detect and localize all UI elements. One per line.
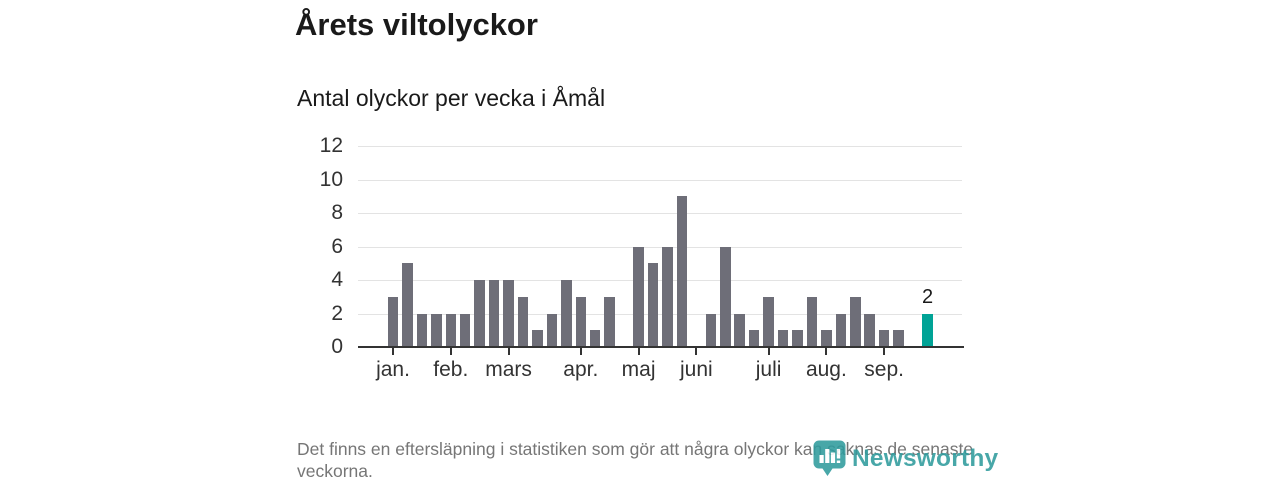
bar-week-20 — [662, 246, 673, 347]
bar-week-16 — [604, 296, 615, 347]
y-tick-label-0: 0 — [331, 335, 343, 358]
bar-week-28 — [777, 330, 789, 347]
x-tick-label-mars: mars — [485, 358, 532, 381]
newsworthy-logo: Newsworthy — [813, 440, 998, 477]
y-tick-label-6: 6 — [331, 234, 343, 258]
x-tick-label-jan: jan. — [376, 358, 410, 381]
bar-week-13 — [561, 280, 572, 347]
x-tick-label-apr: apr. — [563, 358, 599, 381]
y-tick-label-12: 12 — [319, 134, 343, 157]
bar-week-1 — [387, 296, 399, 347]
bar-week-36 — [893, 330, 904, 347]
bar-week-12 — [546, 313, 558, 347]
x-axis-line — [358, 345, 964, 348]
x-tick-juli — [767, 348, 770, 355]
bar-week-14 — [575, 296, 587, 347]
chart-footer-note: Det finns en eftersläpning i statistiken… — [297, 439, 974, 482]
bar-week-24 — [720, 246, 731, 347]
gridline-y-2 — [358, 313, 962, 315]
x-tick-label-juli: juli — [755, 358, 782, 381]
gridline-y-4 — [358, 280, 962, 281]
x-tick-label-aug: aug. — [805, 358, 847, 381]
bar-week-26 — [748, 330, 760, 347]
bar-week-18 — [633, 246, 644, 347]
x-tick-feb — [449, 348, 452, 355]
bar-week-33 — [850, 296, 861, 347]
y-tick-label-10: 10 — [319, 167, 343, 191]
x-tick-label-feb: feb. — [433, 358, 469, 381]
bar-week-30 — [806, 296, 818, 347]
bar-week-3 — [416, 313, 428, 347]
bar-week-latest-highlight — [922, 313, 933, 347]
x-tick-label-maj: maj — [621, 358, 656, 381]
x-tick-label-sep: sep. — [864, 358, 904, 381]
bar-week-29 — [792, 330, 803, 347]
bar-week-31 — [821, 330, 832, 347]
y-tick-label-2: 2 — [331, 301, 343, 325]
bar-week-11 — [532, 330, 543, 347]
newsworthy-pin-barchart-icon — [813, 440, 846, 477]
gridline-y-6 — [358, 246, 962, 248]
gridline-y-12 — [358, 146, 962, 147]
x-tick-juni — [695, 348, 698, 355]
bar-week-10 — [517, 296, 529, 347]
bar-week-27 — [763, 296, 774, 347]
bar-week-23 — [705, 313, 717, 347]
bar-week-21 — [676, 196, 688, 347]
bar-week-32 — [835, 313, 847, 347]
bar-week-9 — [503, 280, 514, 347]
x-tick-apr — [579, 348, 582, 355]
plot-area: 2 — [358, 146, 962, 347]
bar-week-34 — [864, 313, 875, 347]
gridline-y-8 — [358, 213, 962, 214]
gridline-y-10 — [358, 179, 962, 181]
y-tick-label-4: 4 — [331, 268, 343, 291]
highlight-value-label: 2 — [921, 285, 934, 308]
x-tick-aug — [825, 348, 828, 355]
bar-week-15 — [589, 330, 601, 347]
bar-week-35 — [878, 330, 890, 347]
bar-week-4 — [431, 313, 442, 347]
bar-week-8 — [488, 280, 500, 347]
chart-title: Årets viltolyckor — [295, 7, 538, 42]
x-tick-mars — [507, 348, 510, 355]
bar-week-7 — [474, 280, 485, 347]
x-tick-label-juni: juni — [680, 358, 713, 381]
y-tick-label-8: 8 — [331, 201, 343, 224]
chart-subtitle: Antal olyckor per vecka i Åmål — [297, 85, 606, 111]
x-tick-jan — [392, 348, 394, 355]
x-tick-sep — [883, 348, 886, 355]
bar-week-2 — [402, 263, 413, 347]
bar-week-25 — [734, 313, 745, 347]
newsworthy-logo-text: Newsworthy — [852, 444, 999, 472]
bar-week-6 — [459, 313, 471, 347]
bar-week-19 — [647, 263, 659, 347]
x-tick-maj — [637, 348, 640, 355]
bar-week-5 — [445, 313, 457, 347]
